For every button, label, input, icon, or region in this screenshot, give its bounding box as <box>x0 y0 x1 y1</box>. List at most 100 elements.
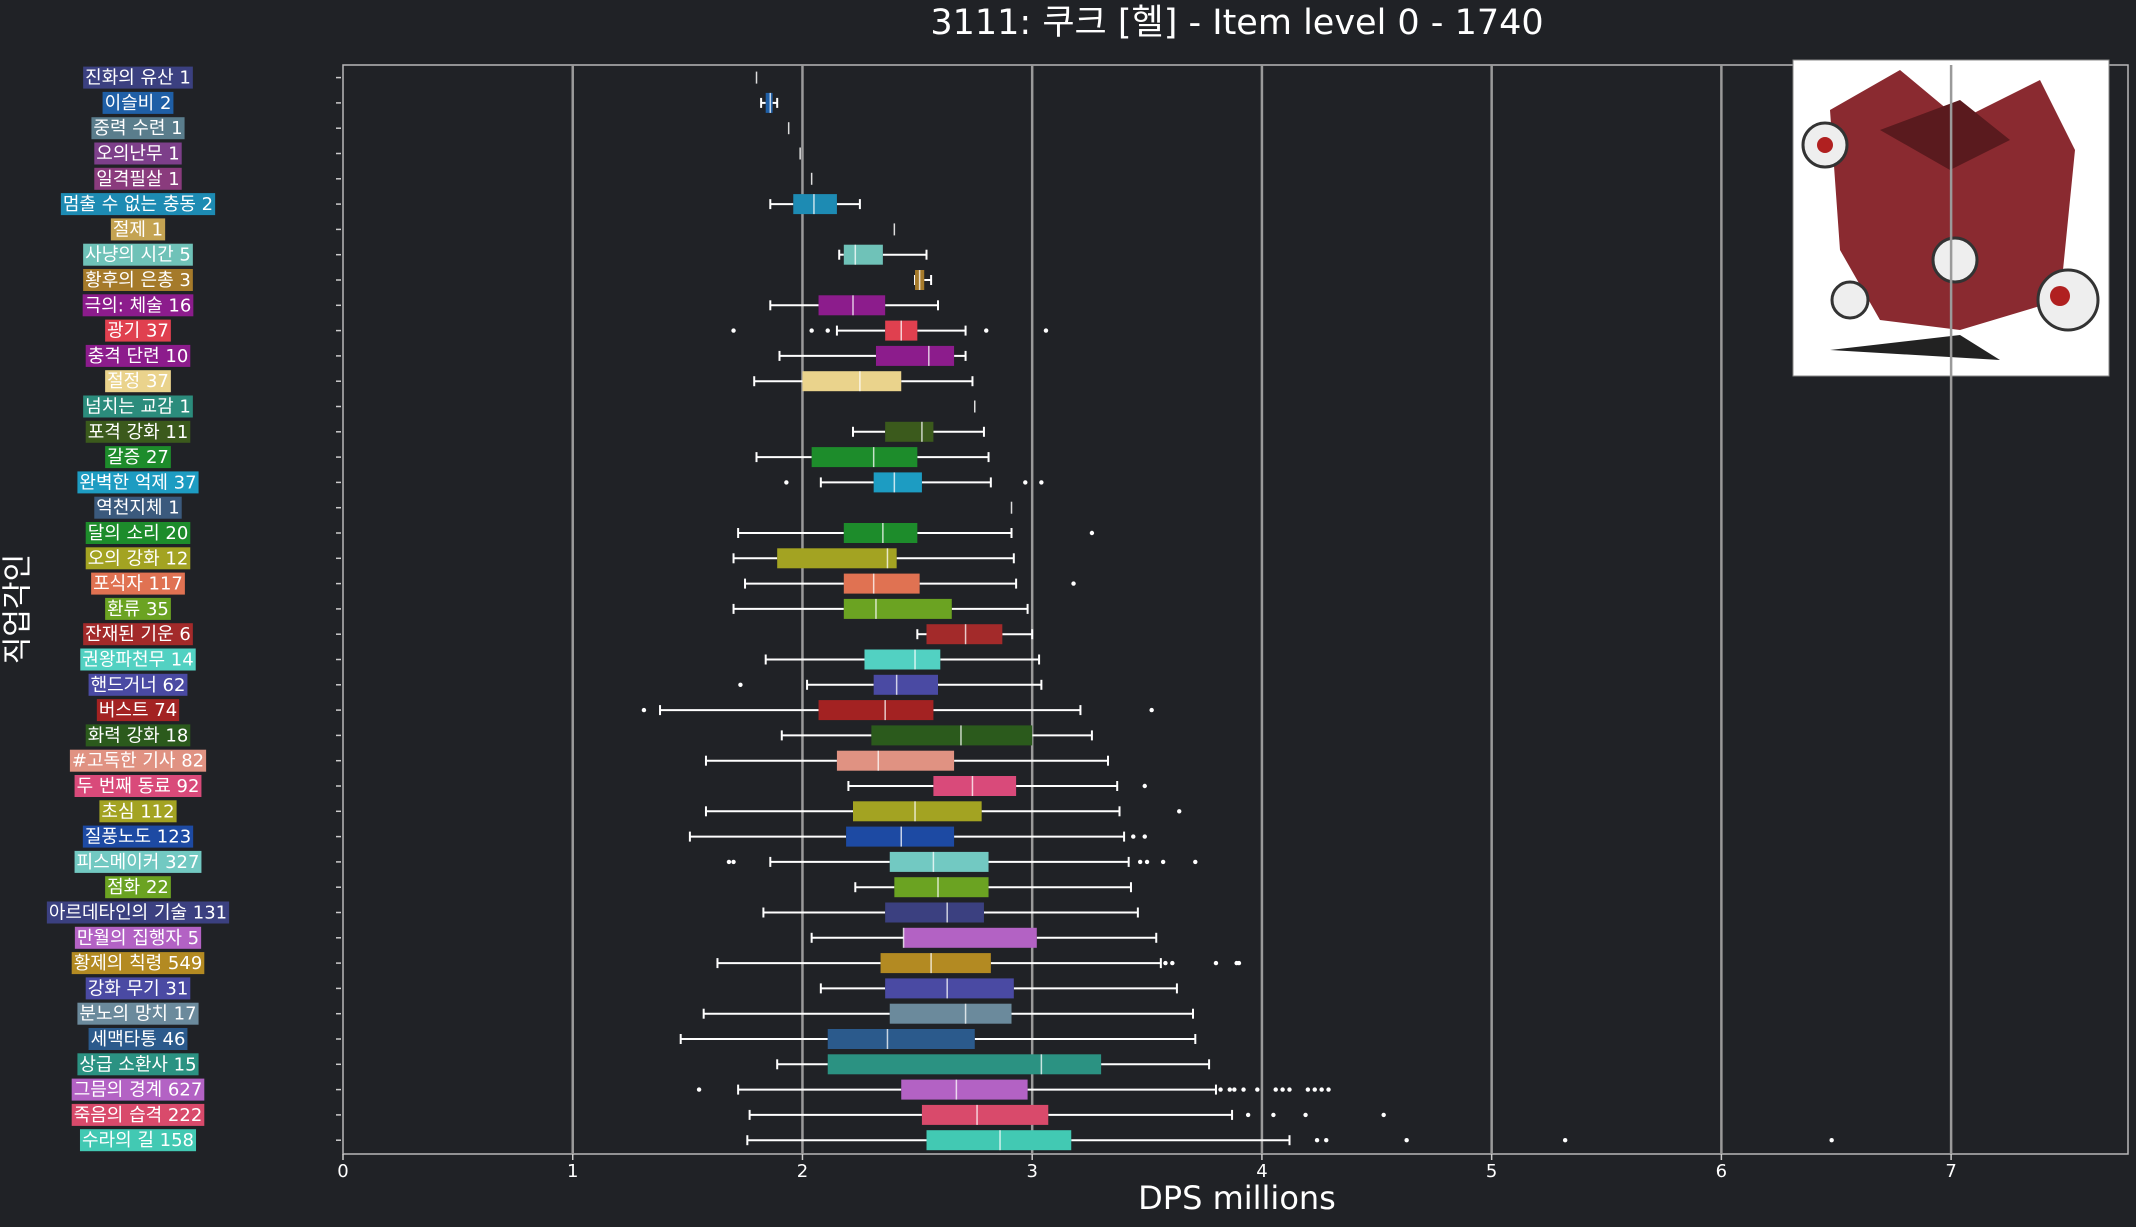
plot-frame <box>342 64 2129 1155</box>
outlier <box>825 328 830 333</box>
label-background <box>74 850 202 873</box>
category-label: 오의 강화 12 <box>85 547 191 570</box>
y-tick-label: 상급 소환사 15 <box>79 1054 196 1075</box>
y-tick-label: 포식자 117 <box>93 574 183 595</box>
box-group <box>780 725 1093 746</box>
box-group <box>746 1130 1834 1151</box>
outlier <box>1273 1087 1278 1092</box>
box-group <box>696 1079 1331 1100</box>
box <box>827 1054 1102 1075</box>
y-tick-label: 황후의 은총 3 <box>85 270 191 291</box>
outlier <box>1043 328 1049 333</box>
outlier <box>1314 1138 1320 1143</box>
chart-title: 3111: 쿠크 [헬] - Item level 0 - 1740 <box>930 3 1543 43</box>
box <box>827 1029 975 1049</box>
box-group <box>838 244 928 265</box>
box <box>875 345 955 366</box>
outlier <box>738 682 743 687</box>
outlier <box>641 707 647 713</box>
box <box>811 447 918 468</box>
x-tick-label: 5 <box>1486 1161 1497 1182</box>
box-group <box>641 700 1154 721</box>
box <box>765 92 773 113</box>
outlier <box>1142 783 1147 789</box>
outlier <box>1305 1087 1311 1092</box>
y-tick-label: 점화 22 <box>107 877 169 898</box>
box-group <box>784 472 1044 493</box>
box-group <box>769 295 939 316</box>
image-eye <box>1830 280 1870 320</box>
box-group <box>744 573 1076 594</box>
box <box>853 801 982 822</box>
y-tick-label: 일격필살 1 <box>96 169 179 190</box>
y-tick-label: 진화의 유산 1 <box>85 68 191 89</box>
box <box>880 953 991 974</box>
x-tick-label: 4 <box>1256 1161 1267 1182</box>
label-background <box>91 117 185 140</box>
y-tick-label: 화력 강화 18 <box>88 725 189 746</box>
outlier <box>1144 859 1150 865</box>
outlier <box>1142 834 1147 839</box>
category-label: 만월의 집행자 5 <box>74 926 202 949</box>
box-group <box>778 345 967 366</box>
category-label: 절제 1 <box>110 218 166 241</box>
category-label: 세맥타통 46 <box>88 1028 188 1050</box>
image-skull <box>1931 236 1979 284</box>
y-tick-label: 오의난무 1 <box>96 144 179 165</box>
box-group <box>755 447 990 468</box>
outlier <box>1023 480 1028 485</box>
box-group <box>716 953 1242 974</box>
box-group <box>688 826 1147 847</box>
box <box>818 295 886 316</box>
label-background <box>105 446 171 469</box>
outlier <box>1319 1087 1324 1092</box>
box-group <box>732 548 1015 569</box>
box-group <box>762 902 1139 923</box>
outlier <box>1193 859 1198 865</box>
y-tick-label: 질풍노도 123 <box>85 827 191 848</box>
box-group <box>726 851 1198 872</box>
category-label: 극의: 체술 16 <box>82 294 194 317</box>
x-tick-label: 1 <box>567 1161 578 1182</box>
category-label: 질풍노도 123 <box>82 825 194 848</box>
category-label: 사냥의 시간 5 <box>83 243 193 266</box>
image-hat <box>1880 100 2010 170</box>
box-group <box>769 194 861 215</box>
box <box>903 927 1037 948</box>
outlier <box>1163 960 1168 966</box>
category-label: 피스메이커 327 <box>74 850 202 873</box>
outlier <box>1245 1112 1251 1118</box>
outlier <box>1039 480 1044 485</box>
box-group <box>738 674 1043 695</box>
box-group <box>914 270 933 290</box>
box-group <box>810 927 1158 948</box>
y-tick-label: 초심 112 <box>101 801 174 822</box>
box-group <box>679 1029 1197 1049</box>
outlier <box>1562 1138 1568 1143</box>
category-label: 잔재된 기운 6 <box>83 623 193 646</box>
label-background <box>85 344 191 367</box>
image-pupil <box>1817 137 1833 153</box>
y-tick-label: 강화 무기 31 <box>88 978 189 999</box>
label-background <box>71 1103 205 1126</box>
label-background <box>85 977 191 1000</box>
category-label: 포식자 117 <box>91 572 185 595</box>
y-tick-label: 절정 37 <box>107 371 169 392</box>
y-tick-label: 세맥타통 46 <box>91 1029 186 1050</box>
y-tick-label: 이슬비 2 <box>105 93 172 114</box>
category-label: 권왕파천무 14 <box>80 648 196 671</box>
label-background <box>77 471 199 494</box>
box <box>885 978 1014 999</box>
outlier <box>1312 1087 1317 1092</box>
outlier <box>1404 1138 1409 1143</box>
y-tick-label: 그믐의 경계 627 <box>74 1080 203 1101</box>
outlier <box>1218 1087 1223 1092</box>
y-tick-label: 죽음의 습격 222 <box>74 1105 203 1126</box>
box <box>818 700 934 721</box>
box-group <box>916 624 1034 645</box>
image-pupil <box>2050 286 2070 306</box>
outlier <box>726 859 732 865</box>
y-tick-label: 멈출 수 없는 충동 2 <box>63 194 213 215</box>
y-tick-label: 아르데타인의 기술 131 <box>49 903 227 924</box>
category-label: 진화의 유산 1 <box>83 66 193 89</box>
